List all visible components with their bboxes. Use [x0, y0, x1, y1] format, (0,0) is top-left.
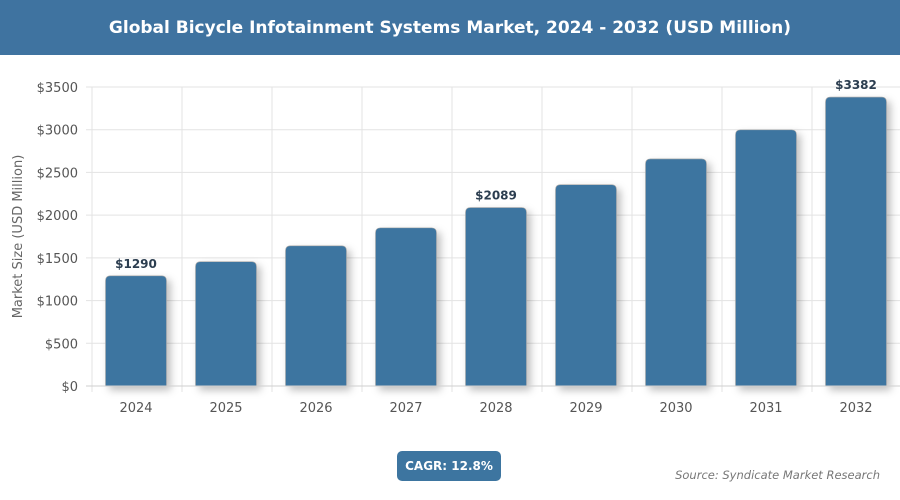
x-tick-label: 2025: [209, 401, 242, 416]
chart-title: Global Bicycle Infotainment Systems Mark…: [0, 0, 900, 55]
y-tick-label: $1500: [37, 252, 78, 267]
data-label: $3382: [835, 78, 877, 92]
y-tick-label: $0: [61, 380, 78, 395]
bar-chart: $0 $500 $1000 $1500 $2000 $2500 $3000 $3500 Mark…: [11, 78, 900, 416]
x-tick-label: 2032: [839, 401, 872, 416]
bar-2025: [195, 261, 257, 387]
x-tick-label: 2026: [299, 401, 332, 416]
y-tick-label: $3500: [37, 81, 78, 96]
y-tick-label: $3000: [37, 124, 78, 139]
bar-2029: [555, 184, 617, 387]
cagr-badge: CAGR: 12.8%: [397, 451, 501, 481]
x-tick-label: 2027: [389, 401, 422, 416]
data-label: $2089: [475, 189, 517, 203]
source-note: Source: Syndicate Market Research: [675, 468, 880, 482]
y-tick-label: $500: [45, 337, 78, 352]
bar-2032: [825, 96, 887, 387]
y-tick-label: $1000: [37, 295, 78, 310]
x-tick-label: 2029: [569, 401, 602, 416]
x-tick-label: 2030: [659, 401, 692, 416]
bar-2027: [375, 227, 437, 387]
x-tick-label: 2031: [749, 401, 782, 416]
data-label: $1290: [115, 257, 157, 271]
y-axis-label: Market Size (USD Million): [11, 155, 26, 319]
bar-2031: [735, 129, 797, 387]
bar-2026: [285, 245, 347, 387]
bar-2028: [465, 207, 527, 387]
x-tick-label: 2024: [119, 401, 152, 416]
y-tick-label: $2500: [37, 166, 78, 181]
y-tick-label: $2000: [37, 209, 78, 224]
bar-2024: [105, 275, 167, 387]
bar-2030: [645, 158, 707, 387]
x-tick-label: 2028: [479, 401, 512, 416]
